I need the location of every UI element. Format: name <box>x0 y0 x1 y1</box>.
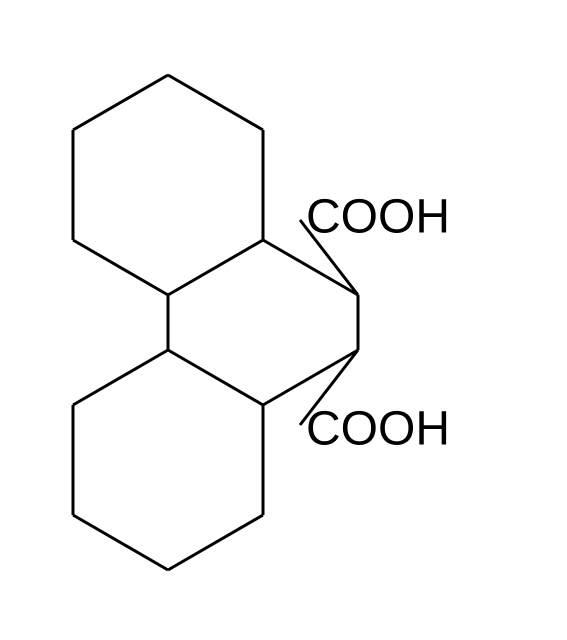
bond <box>168 350 263 405</box>
atom-labels: COOH COOH <box>306 191 450 456</box>
bond <box>73 350 168 405</box>
bond <box>73 515 168 570</box>
bond <box>73 75 168 130</box>
molecule-canvas: COOH COOH <box>0 0 567 640</box>
bond <box>168 240 263 295</box>
bond-skeleton <box>73 75 358 570</box>
bond <box>263 350 358 405</box>
bond <box>168 75 263 130</box>
bond <box>168 515 263 570</box>
cooh-label-bottom: COOH <box>306 403 450 456</box>
cooh-label-top: COOH <box>306 191 450 244</box>
bond <box>263 240 358 295</box>
bond <box>73 240 168 295</box>
